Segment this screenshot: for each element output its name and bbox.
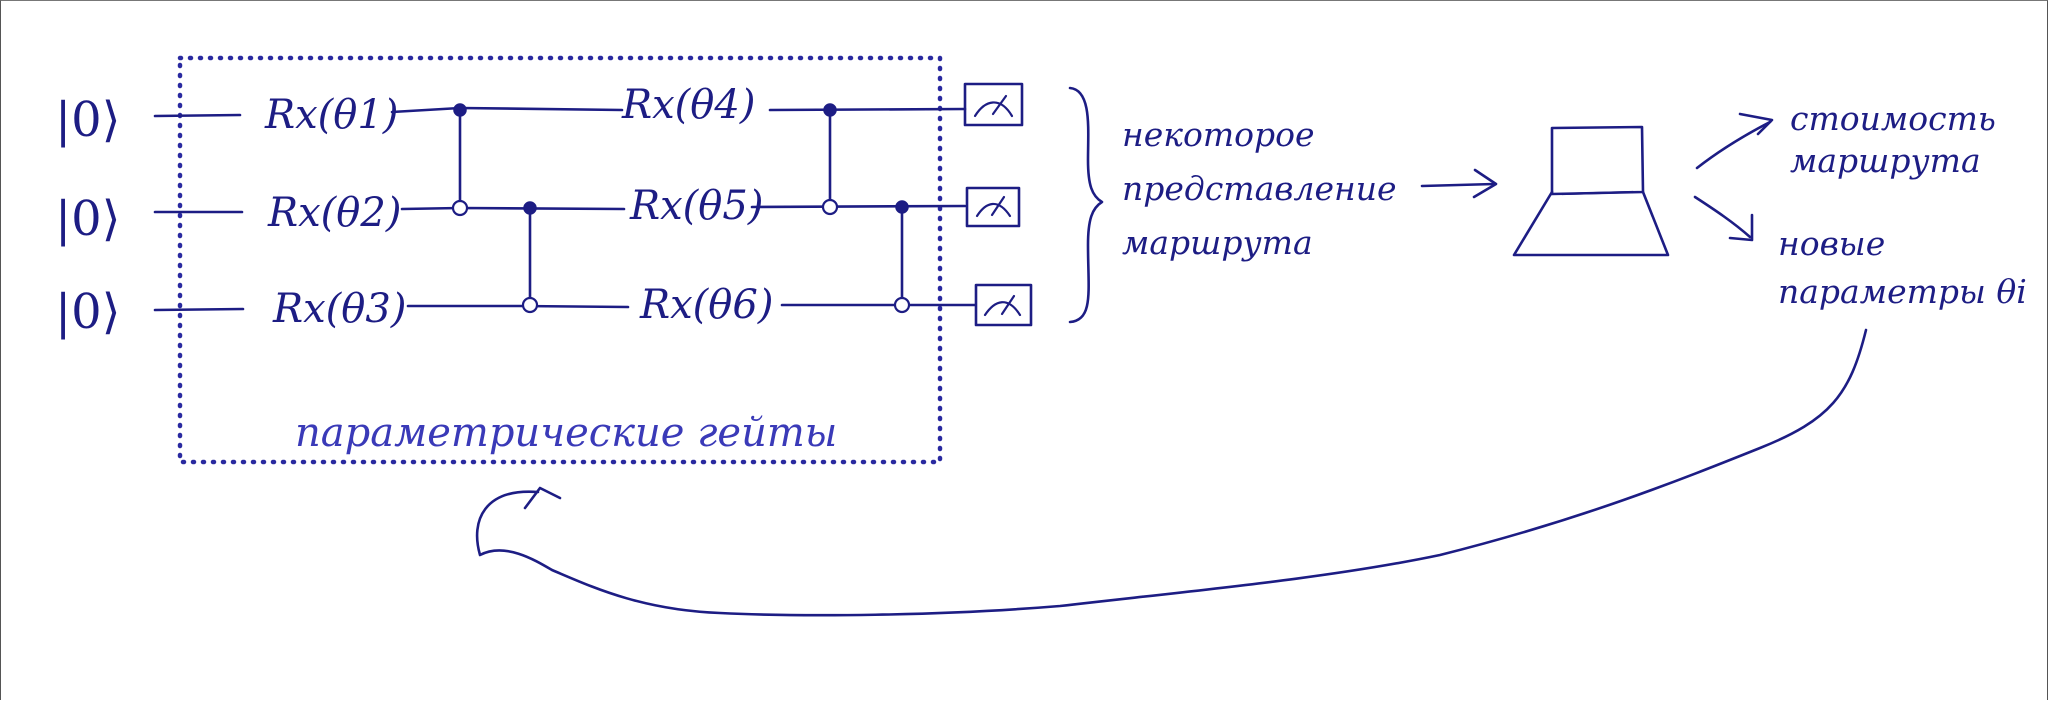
- gate-rx-theta2: Rx(θ2): [267, 190, 401, 236]
- parametric-gates-label: параметрические гейты: [295, 410, 837, 456]
- representation-line-2: представление: [1122, 169, 1397, 208]
- ket-q2: |0⟩: [55, 191, 120, 247]
- new-params-line-1: новые: [1778, 224, 1885, 263]
- gate-rx-theta4: Rx(θ4): [621, 82, 755, 128]
- cz-gate-2: [521, 201, 539, 314]
- arrow-to-new-params: [1693, 195, 1754, 242]
- gate-rx-theta6: Rx(θ6): [639, 282, 773, 328]
- cost-line-1: стоимость: [1790, 99, 1996, 138]
- feedback-loop-arrow: [475, 328, 1868, 617]
- gate-rx-theta3: Rx(θ3): [272, 286, 406, 332]
- ket-q3: |0⟩: [55, 284, 120, 340]
- cz-gate-1: [451, 103, 469, 217]
- representation-label: некоторое представление маршрута: [1122, 115, 1407, 262]
- cz-gate-3: [821, 103, 839, 216]
- arrow-to-cost: [1695, 112, 1774, 170]
- measurement-icon-q1: [963, 82, 1024, 127]
- feedback-arrowhead: [523, 486, 562, 510]
- new-params-line-2: параметры θi: [1778, 272, 2027, 311]
- new-params-label: новые параметры θi: [1778, 224, 2027, 311]
- computer-icon: [1512, 125, 1670, 257]
- representation-line-3: маршрута: [1122, 223, 1313, 262]
- gate-rx-theta1: Rx(θ1): [264, 92, 398, 138]
- arrow-to-computer: [1420, 168, 1498, 199]
- gate-rx-theta5: Rx(θ5): [629, 183, 763, 229]
- measurement-icon-q2: [965, 186, 1021, 228]
- cost-label: стоимость маршрута: [1790, 99, 2006, 180]
- output-brace: [1068, 86, 1104, 324]
- measurement-icon-q3: [974, 283, 1033, 327]
- ket-q1: |0⟩: [55, 92, 120, 148]
- cost-line-2: маршрута: [1790, 141, 1981, 180]
- representation-line-1: некоторое: [1122, 115, 1315, 154]
- cz-gate-4: [893, 200, 911, 314]
- parametric-gates-box: [177, 55, 943, 465]
